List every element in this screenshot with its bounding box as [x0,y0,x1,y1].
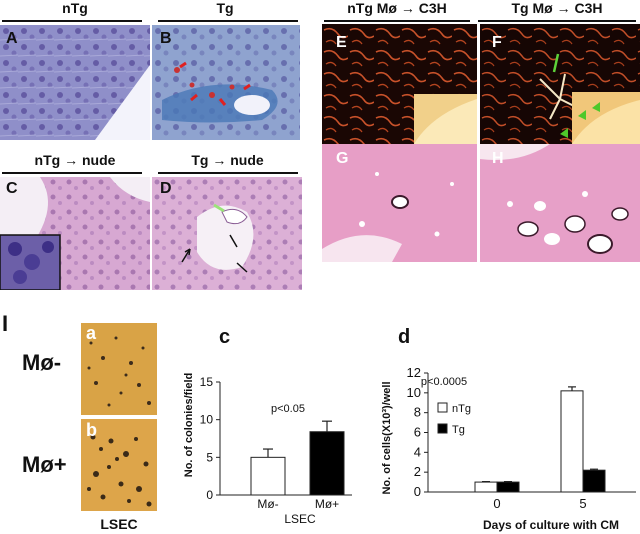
chart-d-xlabel: Days of culture with CM [483,518,619,532]
chart-c-bar [309,431,345,496]
header-rule [478,20,636,22]
photo-label-a: a [86,323,97,343]
panel-g-histology [322,144,477,262]
panel-b-lsec-culture [81,419,157,511]
chart-d-y-tick-label: 10 [407,385,421,400]
chart-d-y-tick-label: 0 [414,484,421,499]
chart-c-colonies: No. of colonies/field p<0.05 LSEC 0 5 10 15… [183,373,352,526]
panel-a-micrograph [0,25,150,140]
chart-d-legend-swatch [437,402,448,413]
chart-label-d: d [398,326,411,348]
panel-label-d: D [160,180,172,197]
chart-d-legend-label: Tg [452,424,465,436]
panel-e-vasculature [322,24,477,144]
header-rule [158,20,298,22]
chart-d-category-label: 5 [579,496,586,511]
header-tg: Tg [216,0,234,16]
panel-f-vasculature [480,24,640,144]
chart-c-bar [250,456,286,496]
chart-c-y-tick-label: 10 [200,413,214,427]
header-rule [324,20,470,22]
panel-label-f: F [492,34,502,51]
chart-d-y-tick-label: 6 [414,425,421,440]
chart-d-legend-swatch [437,423,448,434]
row-label-macrophage-minus: Mø- [22,350,62,375]
photo-label-b: b [86,420,97,440]
chart-c-y-tick-label: 0 [206,488,213,502]
chart-d-y-tick-label: 12 [407,365,421,380]
chart-d-y-tick-label: 4 [414,444,421,459]
chart-label-c: c [219,326,231,348]
panel-a-lsec-culture [81,323,157,415]
panel-d-micrograph [152,177,302,290]
chart-d-bar-ntg [560,390,584,493]
chart-c-category-label: Mø+ [315,497,339,511]
panel-label-b: B [160,30,172,47]
header-ntg-macrophage-to-c3h: nTg Mø → C3H [347,0,447,16]
panel-label-g: G [336,150,349,167]
chart-d-annotation: p<0.0005 [421,376,467,388]
chart-c-category-label: Mø- [257,497,278,511]
header-rule [158,172,298,174]
header-rule [2,20,142,22]
chart-d-ylabel: No. of cells(X10³)/well [381,381,393,494]
chart-d-y-tick-label: 2 [414,464,421,479]
panel-label-a: A [6,30,18,47]
panel-c-micrograph [0,177,150,290]
chart-c-annotation: p<0.05 [271,403,305,415]
photo-caption-lsec: LSEC [100,516,138,532]
chart-c-ylabel: No. of colonies/field [183,373,195,478]
chart-c-xlabel: LSEC [284,512,316,526]
section-label-i: I [2,311,9,336]
panel-label-h: H [492,150,504,167]
header-ntg-to-nude: nTg → nude [34,152,116,168]
chart-d-y-tick-label: 8 [414,405,421,420]
chart-d-category-label: 0 [493,496,500,511]
chart-d-cell-counts: No. of cells(X10³)/well p<0.0005 Days of… [381,365,636,532]
header-tg-to-nude: Tg → nude [191,152,264,168]
chart-d-bar-tg [496,481,520,493]
panel-label-e: E [336,34,347,51]
header-rule [2,172,142,174]
panel-b-micrograph [152,25,300,140]
header-tg-macrophage-to-c3h: Tg Mø → C3H [511,0,603,16]
chart-d-legend-label: nTg [452,403,471,415]
chart-c-y-tick-label: 5 [206,450,213,464]
header-ntg: nTg [62,0,88,16]
chart-d-bar-ntg [474,481,498,493]
chart-c-y-tick-label: 15 [200,375,214,389]
chart-d-bar-tg [582,469,606,493]
row-label-macrophage-plus: Mø+ [22,452,67,477]
panel-label-c: C [6,180,18,197]
panel-h-histology [480,144,640,262]
